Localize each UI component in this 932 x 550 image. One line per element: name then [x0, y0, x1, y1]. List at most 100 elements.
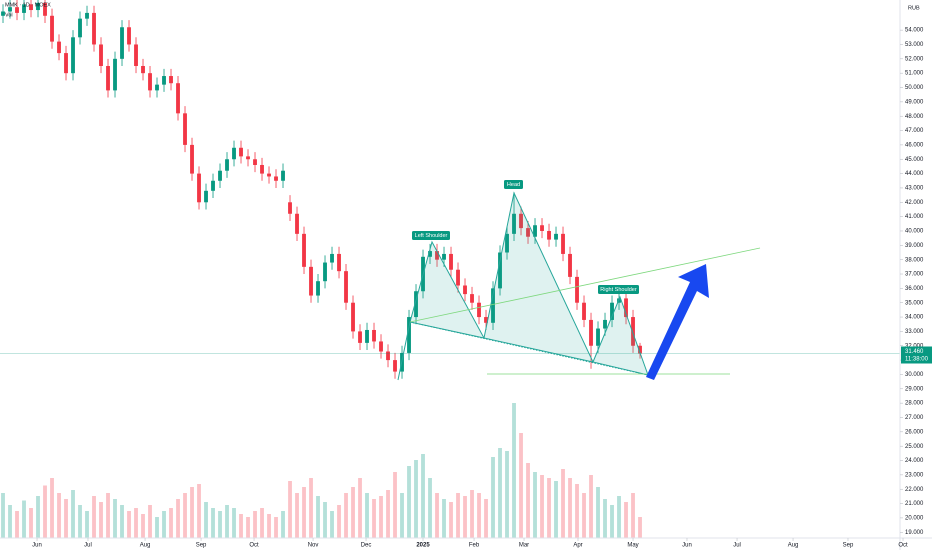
x-tick-label: Jun	[682, 543, 692, 549]
volume-bar	[29, 508, 33, 538]
volume-bar	[22, 500, 26, 538]
candle-body	[274, 176, 278, 181]
candle-body	[183, 113, 187, 145]
volume-bar	[316, 496, 320, 538]
y-tick-label: 36.000	[905, 286, 924, 292]
volume-bar	[50, 478, 54, 538]
volume-bar	[540, 475, 544, 538]
volume-bar	[337, 505, 341, 538]
volume-bar	[428, 478, 432, 538]
candle-body	[631, 317, 635, 346]
y-tick-label: 38.000	[905, 257, 924, 263]
volume-bar	[260, 508, 264, 538]
volume-pane	[1, 403, 642, 538]
y-tick-label: 54.000	[905, 28, 924, 34]
candle-body	[134, 44, 138, 66]
candle-body	[379, 341, 383, 352]
volume-bar	[477, 493, 481, 538]
y-tick-label: 35.000	[905, 300, 924, 306]
candle-body	[232, 147, 236, 160]
left-shoulder-area	[409, 240, 485, 339]
x-tick-label: Mar	[519, 543, 529, 549]
x-tick-label: Feb	[469, 543, 480, 549]
candle-body	[50, 15, 54, 42]
candle-body	[491, 288, 495, 323]
volume-bar	[85, 511, 89, 538]
candle-body	[309, 266, 313, 296]
candle-body	[316, 281, 320, 296]
y-tick-label: 29.000	[905, 386, 924, 392]
candle-body	[540, 225, 544, 231]
y-tick-label: 51.000	[905, 71, 924, 77]
candle-body	[302, 233, 306, 267]
volume-bar	[400, 493, 404, 538]
volume-bar	[176, 499, 180, 538]
candle-body	[442, 253, 446, 260]
volume-bar	[106, 493, 110, 538]
candle-body	[498, 252, 502, 289]
candle-body	[218, 170, 222, 181]
candle-body	[106, 65, 110, 91]
axes: 19.000 20.000 21.000 22.000 23.000 24.000 25.0…	[32, 28, 932, 549]
y-tick-label: 20.000	[905, 515, 924, 521]
volume-bar	[449, 502, 453, 538]
y-tick-label: 33.000	[905, 329, 924, 335]
candle-body	[330, 253, 334, 263]
y-tick-label: 41.000	[905, 214, 924, 220]
volume-bar	[603, 499, 607, 538]
volume-bar	[148, 505, 152, 538]
volume-bar	[309, 478, 313, 538]
volume-bar	[435, 493, 439, 538]
candle-body	[169, 76, 173, 84]
arrow	[646, 264, 709, 380]
y-tick-label: 42.000	[905, 200, 924, 206]
currency: RUB	[908, 5, 920, 11]
x-tick-label: Dec	[361, 543, 372, 549]
candle-body	[239, 147, 243, 157]
x-tick-label: Oct	[898, 543, 908, 549]
volume-bar	[631, 493, 635, 538]
volume-bar	[225, 505, 229, 538]
candle-body	[526, 228, 530, 237]
candle-body	[141, 65, 145, 74]
candle-body	[449, 253, 453, 270]
candle-body	[281, 170, 285, 181]
candle-body	[92, 12, 96, 45]
candle-body	[386, 351, 390, 361]
candle-body	[575, 276, 579, 303]
candle-body	[8, 7, 12, 12]
y-tick-label: 37.000	[905, 272, 924, 278]
volume-bar	[197, 484, 201, 538]
candle-body	[505, 233, 509, 253]
volume-label: Vol	[5, 12, 13, 18]
volume-bar	[99, 502, 103, 538]
label-box	[598, 285, 639, 294]
candle-body	[596, 328, 600, 346]
volume-bar	[365, 493, 369, 538]
candle-body	[197, 173, 201, 203]
volume-bar	[274, 517, 278, 538]
volume-bar	[470, 490, 474, 538]
volume-bar	[421, 454, 425, 538]
volume-bar	[218, 511, 222, 538]
candle-body	[344, 271, 348, 303]
candle-body	[638, 345, 642, 354]
volume-bar	[155, 517, 159, 538]
y-tick-label: 25.000	[905, 444, 924, 450]
y-tick-label: 43.000	[905, 186, 924, 192]
candle-body	[435, 251, 439, 260]
volume-bar	[253, 511, 257, 538]
candle-body	[148, 73, 152, 91]
x-tick-label: Sep	[196, 543, 207, 549]
volume-bar	[491, 457, 495, 538]
volume-bar	[351, 487, 355, 538]
volume-bar	[393, 472, 397, 538]
volume-bar	[526, 463, 530, 538]
volume-bar	[36, 496, 40, 538]
symbol-title: MMK · 1D · MOEX	[5, 2, 51, 8]
volume-bar	[169, 508, 173, 538]
candle-body	[1, 11, 5, 16]
candle-body	[120, 27, 124, 59]
x-tick-label: Aug	[140, 543, 151, 549]
volume-bar	[638, 517, 642, 538]
